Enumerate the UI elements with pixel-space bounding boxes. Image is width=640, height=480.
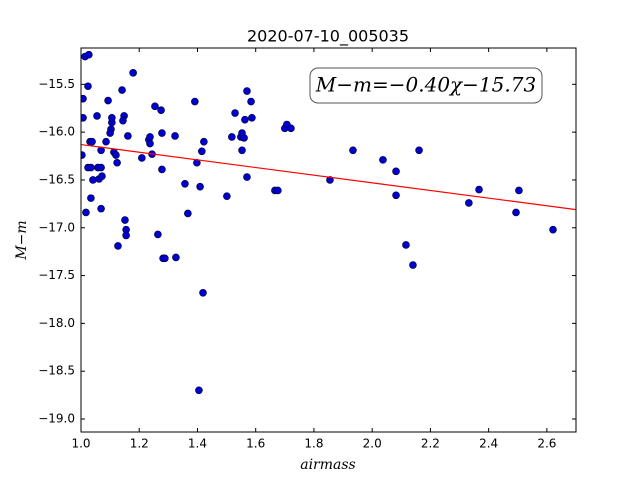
data-point: [87, 194, 95, 202]
data-point: [113, 158, 121, 167]
data-point: [161, 254, 169, 263]
data-point: [93, 112, 101, 120]
data-point: [243, 87, 251, 95]
data-point: [171, 132, 179, 140]
data-point: [102, 137, 110, 146]
data-point: [200, 137, 208, 146]
data-point: [158, 165, 166, 174]
data-point: [198, 147, 206, 156]
x-tick-label: 2.6: [537, 437, 556, 451]
data-point: [240, 134, 248, 142]
data-point: [247, 97, 255, 106]
data-point: [88, 137, 96, 146]
x-axis-label: airmass: [300, 457, 356, 473]
data-point: [118, 86, 126, 94]
data-point: [248, 114, 256, 122]
data-point: [138, 154, 146, 162]
x-tick-label: 1.2: [130, 437, 149, 451]
data-point: [112, 151, 120, 159]
data-point: [158, 129, 166, 137]
data-point: [151, 102, 159, 111]
data-point: [199, 288, 207, 297]
data-point: [184, 209, 192, 218]
y-tick-label: −18.0: [38, 316, 75, 330]
data-point: [512, 208, 520, 217]
y-tick-label: −16.5: [38, 172, 75, 186]
data-point: [157, 106, 165, 114]
data-point: [475, 185, 483, 194]
data-point: [515, 186, 523, 195]
data-point: [349, 146, 357, 155]
data-point: [81, 114, 87, 122]
plot-frame: [80, 47, 577, 433]
data-point: [287, 124, 295, 133]
y-tick-label: −17.5: [38, 268, 75, 282]
data-point: [465, 199, 473, 207]
x-tick-label: 1.4: [188, 437, 207, 451]
x-tick-label: 1.0: [71, 437, 90, 451]
x-tick-label: 1.8: [304, 437, 323, 451]
fit-annotation: M−m=−0.40χ−15.73: [315, 73, 536, 97]
data-point: [122, 231, 130, 240]
y-tick-label: −15.5: [38, 77, 75, 91]
y-axis-label: M−m: [14, 220, 30, 260]
y-tick-label: −18.5: [38, 364, 75, 378]
data-point: [243, 173, 251, 181]
data-point: [223, 192, 231, 201]
x-tick-label: 2.0: [363, 437, 382, 451]
data-point: [106, 129, 114, 137]
data-point: [231, 109, 239, 117]
data-point: [181, 179, 189, 188]
annotation-box: [309, 67, 543, 104]
data-point: [81, 94, 87, 103]
data-point: [97, 163, 105, 172]
data-point: [241, 115, 249, 124]
data-point: [87, 163, 95, 172]
chart-title: 2020-07-10_005035: [247, 27, 409, 47]
data-point: [402, 241, 410, 249]
data-point: [82, 208, 90, 217]
x-tick-label: 2.2: [421, 437, 440, 451]
data-point: [415, 146, 423, 155]
data-point: [326, 176, 334, 184]
data-point: [124, 132, 132, 140]
data-point: [85, 50, 93, 59]
data-point: [195, 386, 203, 395]
x-tick-label: 1.6: [246, 437, 265, 451]
data-point: [392, 191, 400, 200]
data-point: [549, 225, 557, 234]
data-point: [84, 82, 92, 91]
data-point: [274, 186, 282, 195]
data-point: [114, 242, 122, 250]
data-point: [98, 172, 106, 180]
data-point: [409, 261, 417, 269]
y-tick-label: −16.0: [38, 125, 75, 139]
data-point: [196, 182, 204, 191]
data-point: [97, 204, 105, 213]
data-point: [191, 97, 199, 106]
data-point: [121, 216, 129, 224]
data-point: [228, 133, 236, 141]
x-tick-label: 2.4: [479, 437, 498, 451]
data-point: [119, 116, 127, 125]
data-point: [172, 253, 180, 262]
fit-line: [81, 143, 576, 211]
data-point: [146, 139, 154, 148]
data-point: [108, 114, 116, 122]
y-tick-label: −17.0: [38, 220, 75, 234]
data-point: [104, 96, 112, 105]
y-tick-label: −19.0: [38, 411, 75, 425]
data-point: [238, 146, 246, 155]
data-point: [392, 167, 400, 176]
data-point: [129, 69, 137, 77]
data-point: [81, 151, 86, 159]
data-point: [146, 133, 154, 141]
data-point: [154, 230, 162, 239]
data-point: [379, 156, 387, 164]
